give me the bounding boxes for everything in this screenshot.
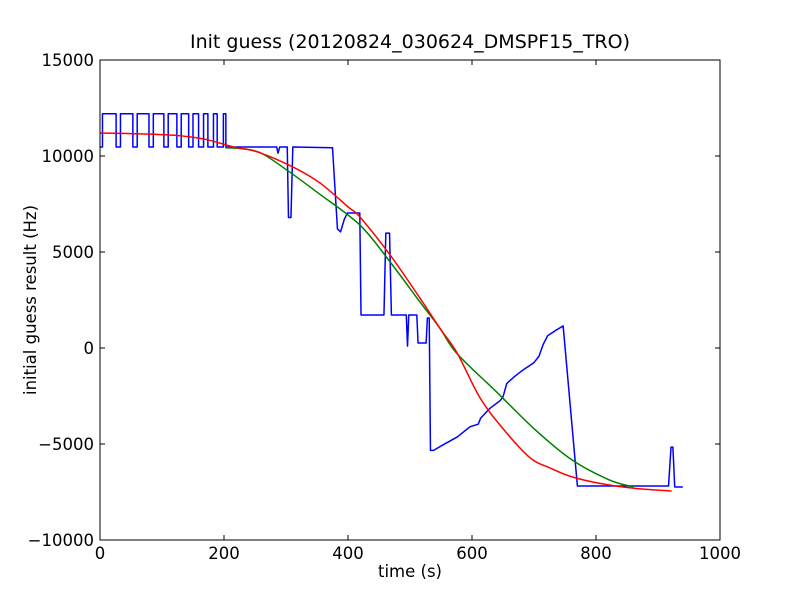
y-tick-label: −5000 bbox=[38, 435, 94, 454]
y-tick-label: 15000 bbox=[42, 51, 95, 70]
series-line-green bbox=[225, 146, 634, 488]
y-axis-label: initial guess result (Hz) bbox=[21, 205, 40, 395]
x-axis-label: time (s) bbox=[378, 562, 442, 581]
x-tick-label: 600 bbox=[456, 544, 488, 563]
plot-frame bbox=[99, 59, 721, 541]
axes-spines bbox=[99, 59, 721, 541]
y-tick-label: 0 bbox=[84, 339, 95, 358]
plot-series bbox=[99, 113, 683, 492]
series-line-red bbox=[99, 132, 672, 492]
x-tick-label: 0 bbox=[95, 544, 106, 563]
chart-title: Init guess (20120824_030624_DMSPF15_TRO) bbox=[190, 31, 630, 53]
series-line-blue bbox=[100, 113, 683, 488]
x-tick-label: 200 bbox=[208, 544, 240, 563]
x-tick-label: 800 bbox=[580, 544, 612, 563]
y-tick-label: 10000 bbox=[42, 147, 95, 166]
tick-marks bbox=[99, 59, 721, 541]
y-tick-label: 5000 bbox=[52, 243, 94, 262]
y-tick-label: −10000 bbox=[28, 531, 94, 550]
x-tick-label: 1000 bbox=[699, 544, 741, 563]
tick-labels: 0 200 400 600 800 1000 −10000 −5000 0 5000 10000 15… bbox=[28, 51, 741, 563]
x-tick-label: 400 bbox=[332, 544, 364, 563]
